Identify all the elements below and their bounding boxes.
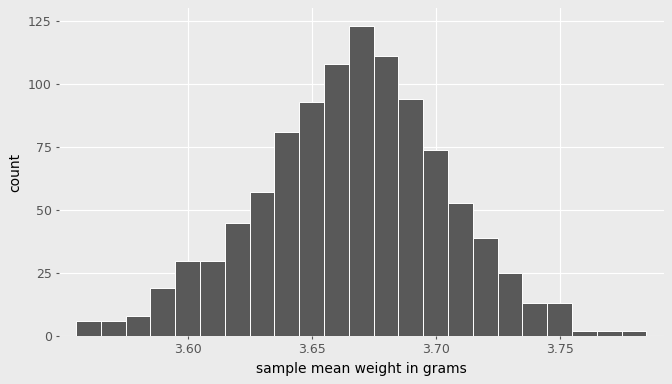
Bar [126,316,151,336]
Y-axis label: count: count [8,153,22,192]
Bar [76,321,101,336]
Bar [225,223,249,336]
Bar [101,321,126,336]
Bar [622,331,646,336]
Bar [151,288,175,336]
X-axis label: sample mean weight in grams: sample mean weight in grams [256,362,466,376]
Bar [572,331,597,336]
Bar [374,56,398,336]
Bar [522,303,547,336]
Bar [200,260,225,336]
Bar [423,149,448,336]
Bar [398,99,423,336]
Bar [473,238,497,336]
Bar [597,331,622,336]
Bar [274,132,299,336]
Bar [324,64,349,336]
Bar [448,202,473,336]
Bar [299,102,324,336]
Bar [547,303,572,336]
Bar [349,26,374,336]
Bar [249,192,274,336]
Bar [497,273,522,336]
Bar [175,260,200,336]
